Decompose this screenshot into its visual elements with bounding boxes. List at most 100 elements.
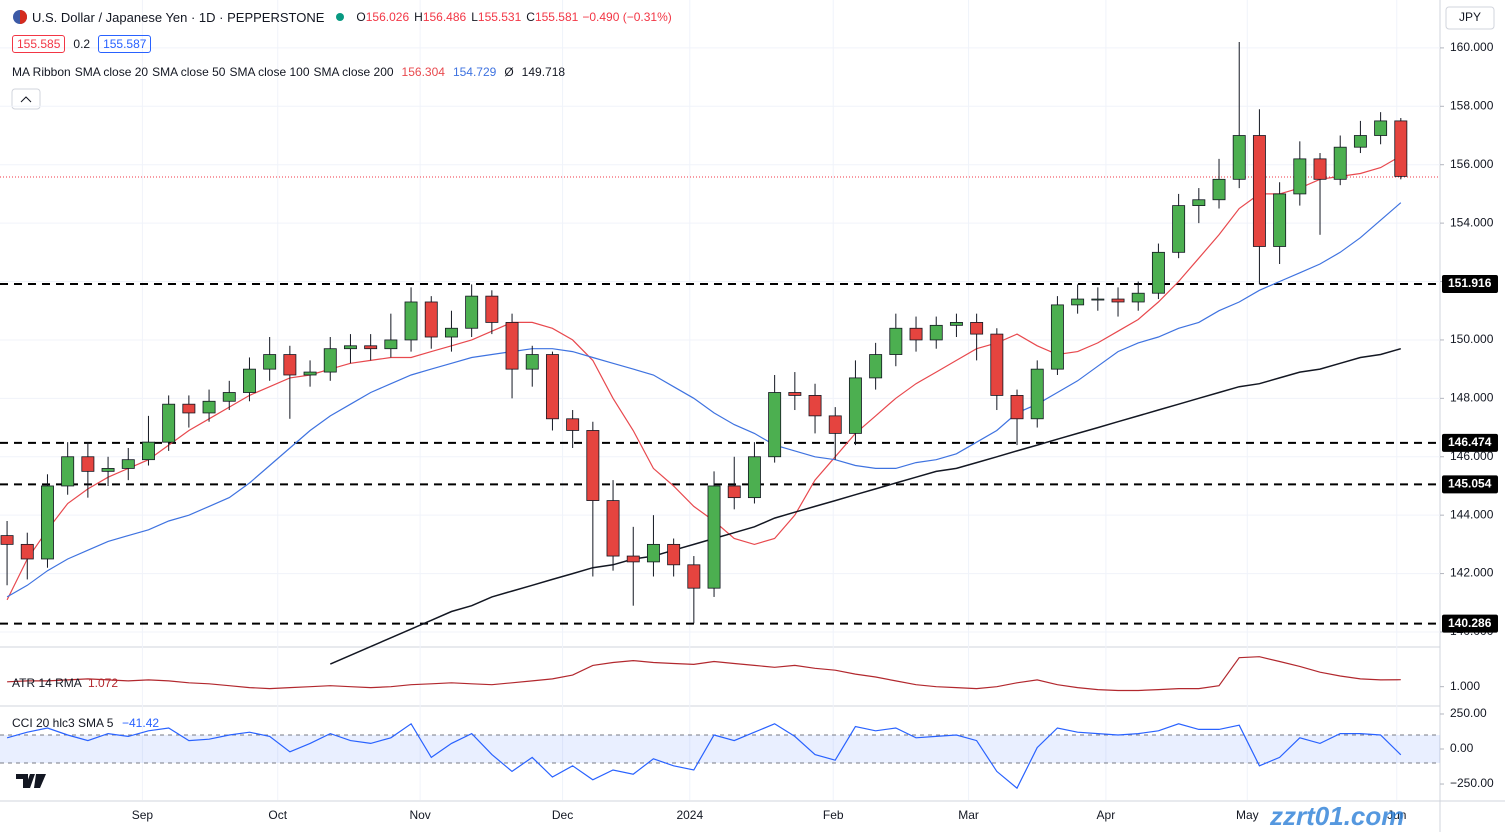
candle-body: [202, 400, 216, 414]
y-tick-label: 156.000: [1450, 157, 1494, 171]
indicator-value: 1.072: [88, 676, 118, 690]
candle-body: [343, 345, 357, 350]
cci-band: [0, 734, 1440, 764]
candle-body: [1273, 193, 1287, 247]
y-tick-label: 158.000: [1450, 98, 1494, 112]
y-tick-label: 150.000: [1450, 332, 1494, 346]
candle-body: [121, 459, 135, 469]
symbol-title: U.S. Dollar / Japanese Yen · 1D · PEPPER…: [32, 9, 325, 25]
candle-body: [1293, 158, 1307, 195]
candle-body: [687, 564, 701, 589]
candle-body: [505, 322, 519, 370]
watermark: zzrt01.com: [1269, 801, 1404, 831]
candle-body: [1172, 205, 1186, 253]
y-tick-label: 0.00: [1450, 741, 1474, 755]
ohlc-item: O156.026: [356, 10, 409, 24]
ask-price[interactable]: 155.587: [98, 35, 152, 53]
candle-body: [606, 500, 620, 557]
y-tick-label: −250.00: [1450, 776, 1494, 790]
candle-body: [1212, 178, 1226, 201]
candle-body: [667, 543, 681, 566]
candle-body: [909, 327, 923, 341]
ohlc-value: 155.531: [477, 10, 522, 24]
x-tick-label: Feb: [823, 808, 844, 822]
currency-button[interactable]: [1445, 6, 1495, 30]
level-label-bg: [1442, 475, 1498, 494]
candle-body: [828, 415, 842, 434]
ohlc-label: H: [414, 10, 423, 24]
candle-body: [646, 543, 660, 563]
candle-body: [0, 535, 14, 545]
candle-body: [243, 368, 256, 393]
candle-body: [1071, 298, 1085, 306]
currency-label[interactable]: JPY: [1459, 10, 1481, 24]
candle-body: [364, 345, 378, 350]
candle-body: [768, 392, 782, 458]
x-tick-label: 2024: [676, 808, 703, 822]
series-last: 156.304: [401, 65, 445, 79]
candle-body: [424, 301, 438, 338]
candle-body: [1151, 251, 1165, 294]
ohlc-item: H156.486: [414, 10, 466, 24]
ma-line: [6, 202, 1402, 598]
candle-body: [747, 456, 761, 499]
series-last: 154.729: [452, 65, 497, 79]
series-last: Ø: [504, 65, 514, 79]
candle-body: [1131, 292, 1145, 303]
candle-body: [303, 371, 317, 376]
candle-body: [727, 485, 741, 499]
candle-body: [61, 456, 75, 487]
candle-body: [263, 354, 277, 370]
series-last: 149.718: [521, 65, 566, 79]
ohlc-value: 155.581: [534, 10, 579, 24]
ma-line: [6, 155, 1402, 601]
candle-body: [465, 295, 479, 329]
candle-body: [41, 485, 54, 560]
candle-body: [889, 327, 903, 355]
candle-body: [1030, 368, 1044, 420]
level-label: 146.474: [1448, 435, 1492, 449]
candle-body: [81, 456, 95, 472]
candle-body: [444, 327, 458, 338]
candle-body: [384, 339, 398, 350]
candle-body: [586, 430, 600, 501]
x-tick-label: May: [1236, 808, 1259, 822]
level-label: 140.286: [1448, 616, 1492, 630]
candle-body: [1091, 298, 1105, 301]
symbol-header: U.S. Dollar / Japanese Yen · 1D · PEPPER…: [12, 9, 672, 25]
y-tick-label: 146.000: [1450, 449, 1494, 463]
bid-price[interactable]: 155.585: [12, 35, 66, 53]
ohlc-value: 156.486: [422, 10, 467, 24]
collapse-icon: [20, 96, 32, 103]
series-name: SMA close 50: [152, 65, 226, 79]
level-label: 145.054: [1448, 477, 1492, 491]
quote-row: 155.585 0.2 155.587: [12, 35, 152, 53]
candle-body: [1353, 135, 1367, 148]
x-tick-label: Jun: [1387, 808, 1406, 822]
candle-body: [404, 301, 418, 341]
status-dot: [336, 13, 345, 21]
candle-body: [323, 348, 337, 373]
candle-body: [222, 392, 236, 402]
x-tick-label: Nov: [409, 808, 430, 822]
candle-body: [869, 354, 883, 379]
y-tick-label: 1.000: [1450, 679, 1480, 693]
candle-body: [990, 333, 1004, 396]
candle-body: [1252, 135, 1266, 247]
candle-body: [101, 468, 115, 472]
x-tick-label: Sep: [132, 808, 154, 822]
ohlc-label: C: [526, 10, 535, 24]
series-name: SMA close 200: [313, 65, 394, 79]
candle-body: [707, 485, 721, 589]
cci-line: [6, 722, 1402, 790]
candle-body: [485, 295, 499, 323]
candle-body: [1313, 158, 1327, 180]
ohlc-value: 156.026: [365, 10, 410, 24]
collapse-button[interactable]: [11, 88, 41, 110]
y-tick-label: 144.000: [1450, 507, 1494, 521]
candle-body: [545, 354, 559, 420]
indicator-label: CCI 20 hlc3 SMA 5: [12, 716, 114, 730]
candle-body: [162, 403, 176, 443]
y-tick-label: 160.000: [1450, 40, 1494, 54]
